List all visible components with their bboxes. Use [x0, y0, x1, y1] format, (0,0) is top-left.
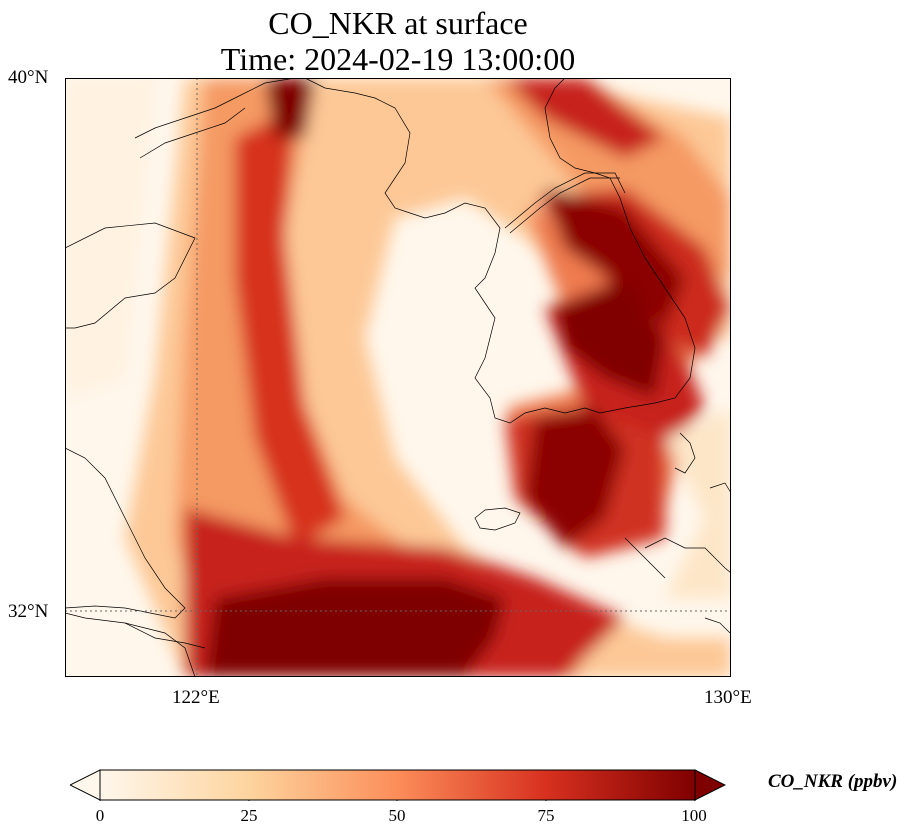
colorbar [70, 769, 726, 801]
map-frame [65, 78, 731, 677]
colorbar-gradient [99, 769, 696, 801]
map-plot-area [65, 78, 731, 677]
colorbar-tick-25: 25 [240, 806, 258, 825]
colorbar-max-extend [694, 769, 726, 801]
lon-label-130e: 130°E [704, 687, 752, 708]
lon-label-122e: 122°E [172, 687, 220, 708]
colorbar-tick-50: 50 [388, 806, 406, 825]
lat-label-32n: 32°N [8, 601, 49, 622]
colorbar-tick-75: 75 [537, 806, 555, 825]
map-title: CO_NKR at surface [268, 5, 528, 41]
concentration-field [65, 78, 731, 677]
coastlines [65, 78, 731, 677]
colorbar-tick-100: 100 [681, 806, 707, 825]
lat-label-40n: 40°N [8, 67, 49, 88]
gridlines [65, 78, 731, 677]
colorbar-label: CO_NKR (ppbv) [768, 771, 898, 792]
colorbar-min-extend [70, 769, 101, 801]
colorbar-tick-0: 0 [95, 806, 105, 825]
map-time-subtitle: Time: 2024-02-19 13:00:00 [220, 41, 576, 77]
